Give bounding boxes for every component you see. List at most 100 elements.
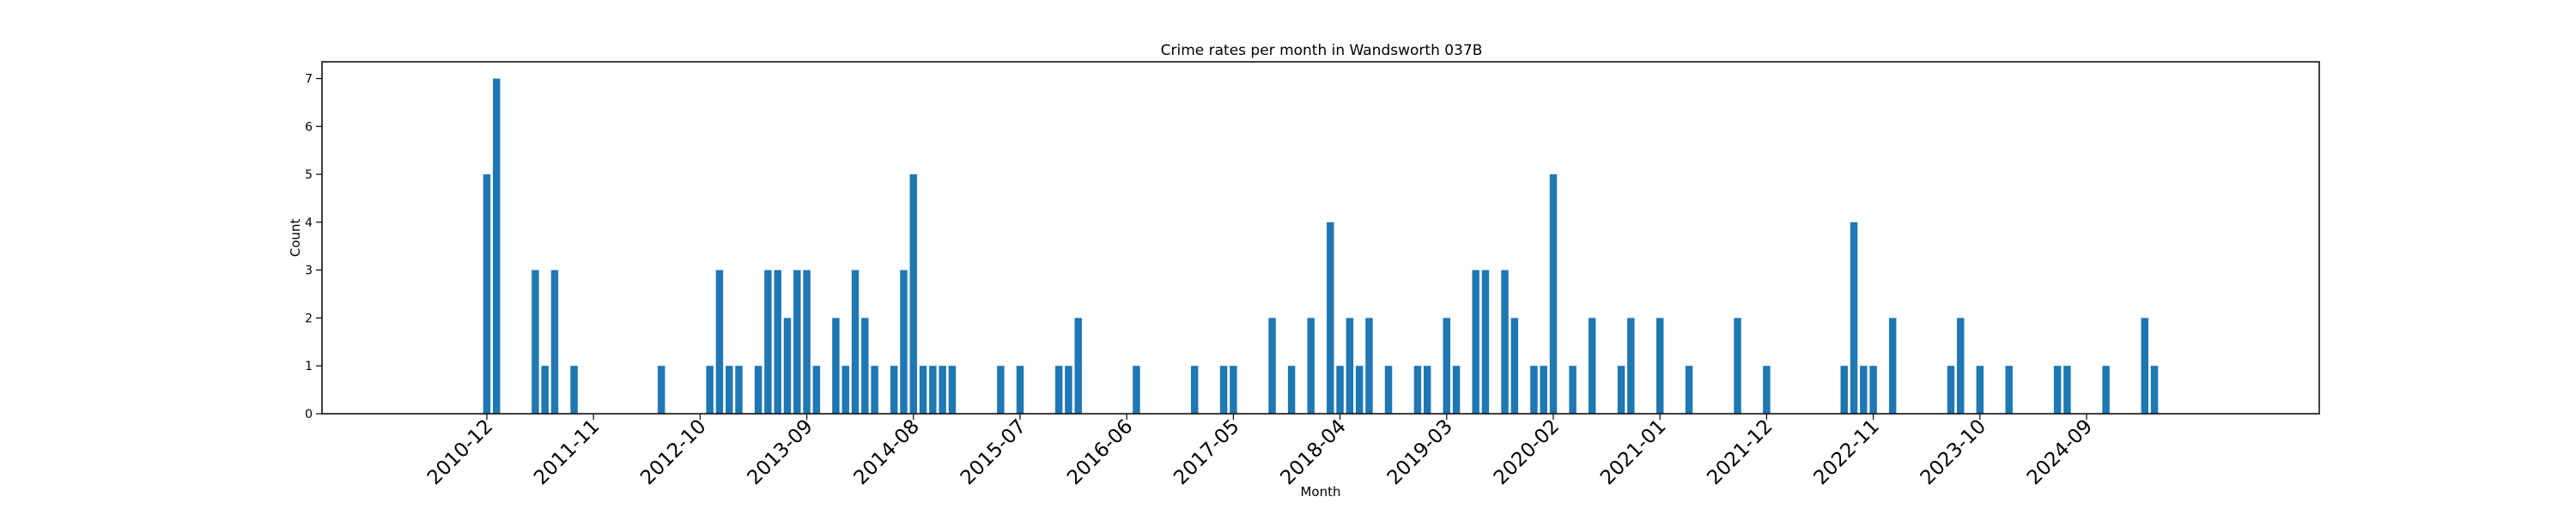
bar [1074, 318, 1082, 414]
bar [1840, 366, 1848, 414]
bar [2102, 366, 2110, 414]
bar [1588, 318, 1596, 414]
x-tick-label: 2013-09 [743, 415, 817, 489]
x-tick-label: 2021-12 [1703, 415, 1777, 489]
bar [1888, 318, 1897, 414]
bar [1947, 366, 1955, 414]
bar [939, 366, 946, 414]
bar [1268, 318, 1276, 414]
bar [851, 270, 860, 414]
bar [483, 174, 491, 414]
bar [1530, 366, 1538, 414]
bar [803, 270, 811, 414]
bar [861, 318, 869, 414]
bar [1976, 366, 1984, 414]
y-tick-label: 4 [305, 216, 313, 230]
bar [929, 366, 937, 414]
bar [1219, 366, 1228, 414]
y-tick-label: 6 [305, 120, 313, 134]
bar [1472, 270, 1479, 414]
x-tick-label: 2011-11 [530, 415, 604, 489]
x-tick-label: 2020-02 [1490, 415, 1564, 489]
bar [1384, 366, 1393, 414]
bar [657, 366, 665, 414]
y-tick-label: 7 [305, 73, 313, 87]
bar [1355, 366, 1364, 414]
x-axis-label: Month [1300, 484, 1340, 500]
bar [919, 366, 927, 414]
bar [774, 270, 781, 414]
bar [890, 366, 898, 414]
bar [1569, 366, 1577, 414]
bar [1501, 270, 1509, 414]
x-tick-label: 2022-11 [1809, 415, 1883, 489]
bar [1016, 366, 1024, 414]
bar [1423, 366, 1431, 414]
bar [2150, 366, 2159, 414]
bar [1869, 366, 1877, 414]
bar [764, 270, 772, 414]
bar [1452, 366, 1461, 414]
bar [1860, 366, 1868, 414]
bar [754, 366, 762, 414]
bar [570, 366, 578, 414]
bar [1956, 318, 1965, 414]
bar [2141, 318, 2148, 414]
bar [1190, 366, 1199, 414]
x-tick-label: 2018-04 [1276, 415, 1350, 489]
x-tick-label: 2010-12 [423, 415, 497, 489]
x-tick-label: 2023-10 [1917, 415, 1990, 489]
x-tick-label: 2012-10 [636, 415, 710, 489]
bar [841, 366, 849, 414]
bar [793, 270, 801, 414]
bar [1549, 174, 1558, 414]
x-tick-label: 2024-09 [2023, 415, 2097, 489]
bar [706, 366, 714, 414]
bar [735, 366, 743, 414]
plot-frame [321, 61, 2320, 415]
bar [900, 270, 908, 414]
y-tick-label: 2 [305, 312, 313, 325]
bar [1617, 366, 1625, 414]
bar [948, 366, 957, 414]
y-tick-label: 5 [305, 168, 313, 182]
bar [715, 270, 724, 414]
y-tick-label: 0 [305, 408, 313, 421]
x-tick-label: 2015-07 [957, 415, 1030, 489]
bar [1443, 318, 1451, 414]
bar [1054, 366, 1063, 414]
y-axis: 0 1 2 3 4 5 6 7 [305, 73, 322, 421]
x-tick-label: 2019-03 [1383, 415, 1457, 489]
bar [1065, 366, 1072, 414]
bars [483, 78, 2159, 415]
bar [2053, 366, 2062, 414]
chart-title: Crime rates per month in Wandsworth 037B [1161, 42, 1483, 59]
bar [871, 366, 878, 414]
bar [1346, 318, 1354, 414]
bar [726, 366, 733, 414]
bar [1481, 270, 1490, 414]
x-tick-label: 2021-01 [1596, 415, 1670, 489]
x-tick-label: 2017-05 [1170, 415, 1243, 489]
bar [909, 174, 917, 414]
y-axis-label: Count [288, 219, 303, 258]
bar [493, 78, 501, 415]
bar [832, 318, 840, 414]
bar [532, 270, 539, 414]
bar [1327, 221, 1334, 414]
bar [1133, 366, 1140, 414]
bar [2063, 366, 2071, 414]
bar [1627, 318, 1635, 414]
x-tick-label: 2014-08 [850, 415, 924, 489]
bar [812, 366, 821, 414]
y-tick-label: 3 [305, 264, 313, 278]
bar [1230, 366, 1237, 414]
bar [1413, 366, 1422, 414]
x-tick-label: 2016-06 [1063, 415, 1137, 489]
y-tick-label: 1 [305, 360, 313, 373]
bar [541, 366, 549, 414]
bar [1734, 318, 1741, 414]
bar [2005, 366, 2013, 414]
bar [1365, 318, 1373, 414]
